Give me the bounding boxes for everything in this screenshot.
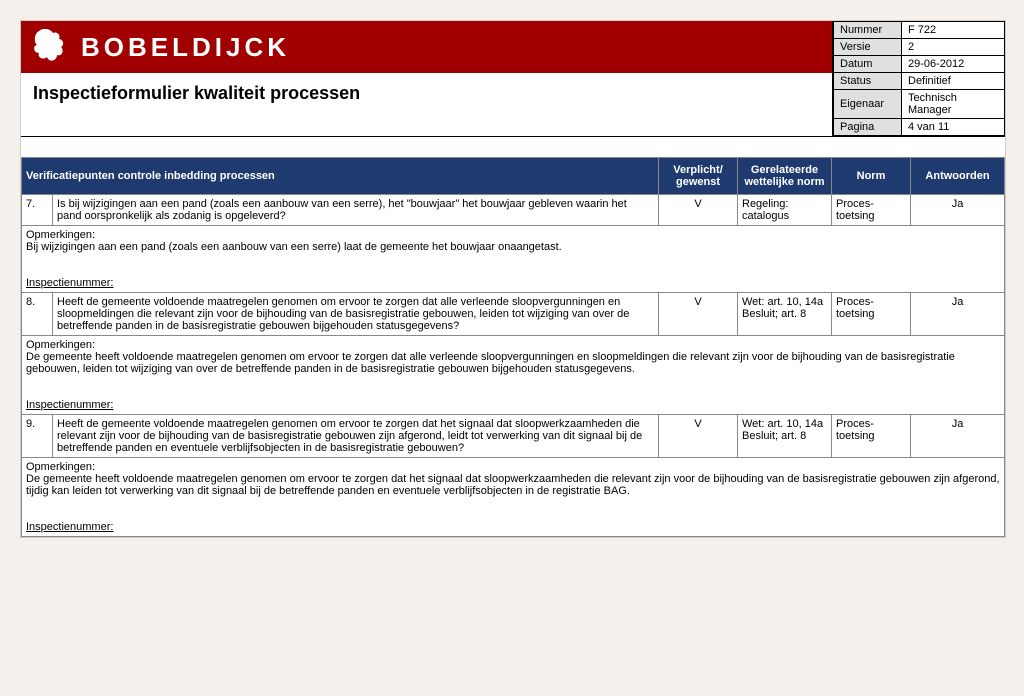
page: BOBELDIJCK Inspectieformulier kwaliteit … [20, 20, 1006, 538]
item-verplicht: V [659, 415, 738, 458]
meta-label: Status [834, 73, 902, 90]
meta-value: 4 van 11 [902, 119, 1005, 136]
item-number: 9. [22, 415, 53, 458]
table-row: 9.Heeft de gemeente voldoende maatregele… [22, 415, 1005, 458]
letterhead: BOBELDIJCK Inspectieformulier kwaliteit … [21, 21, 1005, 137]
item-number: 8. [22, 293, 53, 336]
item-norm: Proces-toetsing [832, 195, 911, 226]
remarks-text: De gemeente heeft voldoende maatregelen … [26, 351, 1000, 375]
meta-row: NummerF 722 [834, 22, 1005, 39]
meta-value: Technisch Manager [902, 90, 1005, 119]
meta-value: 29-06-2012 [902, 56, 1005, 73]
meta-label: Nummer [834, 22, 902, 39]
item-gerelateerd: Wet: art. 10, 14aBesluit; art. 8 [738, 293, 832, 336]
brand-name: BOBELDIJCK [81, 32, 290, 63]
inspectienummer-label: Inspectienummer: [26, 399, 1000, 411]
item-norm: Proces-toetsing [832, 415, 911, 458]
meta-label: Versie [834, 39, 902, 56]
remarks-row: Opmerkingen:De gemeente heeft voldoende … [22, 336, 1005, 415]
col-gerelateerd: Gerelateerde wettelijke norm [738, 158, 832, 195]
item-norm: Proces-toetsing [832, 293, 911, 336]
item-antwoord: Ja [911, 293, 1005, 336]
item-antwoord: Ja [911, 195, 1005, 226]
remarks-label: Opmerkingen: [26, 461, 1000, 473]
meta-value: 2 [902, 39, 1005, 56]
remarks-cell: Opmerkingen:De gemeente heeft voldoende … [22, 458, 1005, 537]
remarks-label: Opmerkingen: [26, 339, 1000, 351]
inspectienummer-label: Inspectienummer: [26, 521, 1000, 533]
col-verificatiepunten: Verificatiepunten controle inbedding pro… [22, 158, 659, 195]
col-antwoorden: Antwoorden [911, 158, 1005, 195]
item-question: Heeft de gemeente voldoende maatregelen … [53, 415, 659, 458]
item-question: Is bij wijzigingen aan een pand (zoals e… [53, 195, 659, 226]
meta-value: F 722 [902, 22, 1005, 39]
meta-label: Eigenaar [834, 90, 902, 119]
item-verplicht: V [659, 195, 738, 226]
meta-row: Datum29-06-2012 [834, 56, 1005, 73]
table-row: 7.Is bij wijzigingen aan een pand (zoals… [22, 195, 1005, 226]
verification-table: Verificatiepunten controle inbedding pro… [21, 157, 1005, 537]
remarks-label: Opmerkingen: [26, 229, 1000, 241]
remarks-cell: Opmerkingen:Bij wijzigingen aan een pand… [22, 226, 1005, 293]
remarks-text: Bij wijzigingen aan een pand (zoals een … [26, 241, 1000, 253]
remarks-text: De gemeente heeft voldoende maatregelen … [26, 473, 1000, 497]
meta-row: StatusDefinitief [834, 73, 1005, 90]
remarks-cell: Opmerkingen:De gemeente heeft voldoende … [22, 336, 1005, 415]
col-norm: Norm [832, 158, 911, 195]
remarks-row: Opmerkingen:De gemeente heeft voldoende … [22, 458, 1005, 537]
meta-row: EigenaarTechnisch Manager [834, 90, 1005, 119]
item-number: 7. [22, 195, 53, 226]
inspectienummer-label: Inspectienummer: [26, 277, 1000, 289]
meta-table: NummerF 722Versie2Datum29-06-2012StatusD… [833, 21, 1005, 136]
item-question: Heeft de gemeente voldoende maatregelen … [53, 293, 659, 336]
meta-label: Datum [834, 56, 902, 73]
table-row: 8.Heeft de gemeente voldoende maatregele… [22, 293, 1005, 336]
table-header-row: Verificatiepunten controle inbedding pro… [22, 158, 1005, 195]
item-antwoord: Ja [911, 415, 1005, 458]
lion-icon [31, 27, 71, 67]
meta-value: Definitief [902, 73, 1005, 90]
form-title: Inspectieformulier kwaliteit processen [21, 73, 832, 114]
meta-row: Versie2 [834, 39, 1005, 56]
item-gerelateerd: Regeling: catalogus [738, 195, 832, 226]
item-verplicht: V [659, 293, 738, 336]
col-verplicht: Verplicht/ gewenst [659, 158, 738, 195]
remarks-row: Opmerkingen:Bij wijzigingen aan een pand… [22, 226, 1005, 293]
brand-bar: BOBELDIJCK [21, 21, 832, 73]
meta-label: Pagina [834, 119, 902, 136]
meta-row: Pagina4 van 11 [834, 119, 1005, 136]
item-gerelateerd: Wet: art. 10, 14aBesluit; art. 8 [738, 415, 832, 458]
letterhead-left: BOBELDIJCK Inspectieformulier kwaliteit … [21, 21, 833, 136]
